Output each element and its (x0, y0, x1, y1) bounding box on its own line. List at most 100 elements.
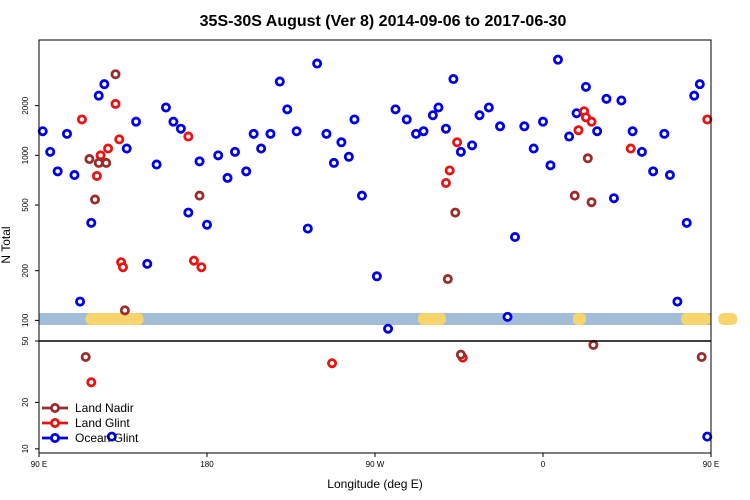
x-tick-label: 90 E (31, 460, 47, 469)
ocean-glint-point (401, 114, 412, 125)
land-nadir-point (90, 194, 101, 205)
ocean-glint-point (538, 116, 549, 127)
ocean-glint-point (256, 143, 267, 154)
chart-title: 35S-30S August (Ver 8) 2014-09-06 to 201… (200, 13, 567, 30)
ocean-glint-point (659, 128, 670, 139)
ocean-glint-point (349, 114, 360, 125)
ocean-glint-point (519, 121, 530, 132)
land-glint-point (183, 131, 194, 142)
land-nadir-point (455, 349, 466, 360)
ocean-glint-point (689, 90, 700, 101)
ocean-glint-point (664, 170, 675, 181)
land-nadir-legend-marker (50, 402, 61, 413)
ocean-glint-point (160, 102, 171, 113)
land-nadir-point (588, 339, 599, 350)
land-glint-point (118, 262, 129, 273)
ocean-glint-point (201, 219, 212, 230)
y-tick-label: 500 (21, 198, 30, 212)
land-glint-point (452, 137, 463, 148)
land-nadir-point (569, 190, 580, 201)
ocean-glint-point (336, 137, 347, 148)
ocean-glint-point (241, 166, 252, 177)
x-axis: 90 E 180 90 W 0 90 E (31, 453, 719, 469)
ocean-glint-point (545, 160, 556, 171)
land-segment (718, 313, 738, 325)
lower-y-axis: 10 20 50 (21, 336, 39, 453)
land-segment (681, 313, 711, 325)
x-tick-label: 90 E (703, 460, 719, 469)
land-segment (417, 313, 446, 325)
ocean-glint-point (552, 54, 563, 65)
ocean-glint-point (702, 431, 713, 442)
ocean-glint-point (418, 126, 429, 137)
ocean-glint-point (151, 159, 162, 170)
land-glint-point (103, 143, 114, 154)
ocean-glint-point (495, 121, 506, 132)
land-nadir-point (696, 351, 707, 362)
y-tick-label: 50 (21, 336, 30, 345)
land-glint-point (110, 98, 121, 109)
land-glint-point (196, 262, 207, 273)
ocean-glint-point (99, 79, 110, 90)
y-axis-label: N Total (0, 226, 13, 263)
ocean-glint-point (383, 323, 394, 334)
land-nadir-point (582, 153, 593, 164)
ocean-glint-point (106, 431, 117, 442)
land-glint-point (440, 177, 451, 188)
ocean-glint-point (580, 81, 591, 92)
ocean-glint-point (194, 156, 205, 167)
ocean-glint-point (75, 296, 86, 307)
land-nadir-point (110, 69, 121, 80)
ocean-glint-point (502, 311, 513, 322)
ocean-glint-point (592, 126, 603, 137)
y-tick-label: 1000 (21, 146, 30, 164)
land-glint-point (625, 143, 636, 154)
land-nadir-point (442, 274, 453, 285)
x-tick-label: 180 (200, 460, 214, 469)
ocean-glint-point (45, 146, 56, 157)
ocean-glint-point (564, 131, 575, 142)
y-tick-label: 2000 (21, 96, 30, 114)
ocean-glint-point (312, 58, 323, 69)
land-glint-legend-label: Land Glint (75, 416, 130, 430)
land-glint-point (327, 358, 338, 369)
ocean-glint-point (265, 128, 276, 139)
ocean-glint-point (69, 170, 80, 181)
ocean-glint-point (328, 157, 339, 168)
land-nadir-point (586, 197, 597, 208)
land-glint-legend-marker (50, 417, 61, 428)
land-nadir-point (80, 351, 91, 362)
x-tick-label: 90 W (366, 460, 385, 469)
ocean-glint-point (467, 140, 478, 151)
ocean-glint-point (601, 93, 612, 104)
ocean-glint-point (483, 102, 494, 113)
ocean-glint-point (648, 166, 659, 177)
y-tick-label: 200 (21, 263, 30, 277)
ocean-glint-point (474, 110, 485, 121)
ocean-glint-legend-marker (50, 432, 61, 443)
ocean-glint-point (222, 172, 233, 183)
ocean-glint-point (121, 143, 132, 154)
ocean-glint-point (175, 123, 186, 134)
land-nadir-point (101, 157, 112, 168)
ocean-glint-point (528, 143, 539, 154)
ocean-glint-point (93, 90, 104, 101)
land-glint-point (86, 377, 97, 388)
ocean-glint-point (302, 223, 313, 234)
land-glint-point (444, 165, 455, 176)
land-glint-point (91, 170, 102, 181)
ocean-glint-point (343, 151, 354, 162)
y-tick-label: 20 (21, 397, 30, 406)
upper-plot-frame (38, 39, 712, 342)
y-tick-label: 100 (21, 313, 30, 327)
ocean-glint-point (229, 146, 240, 157)
ocean-glint-point (694, 79, 705, 90)
land-glint-point (76, 114, 87, 125)
ocean-glint-point (321, 128, 332, 139)
ocean-glint-point (371, 271, 382, 282)
land-segment (85, 313, 144, 325)
land-segment (572, 313, 586, 325)
ocean-glint-point (52, 166, 63, 177)
land-nadir-point (84, 154, 95, 165)
